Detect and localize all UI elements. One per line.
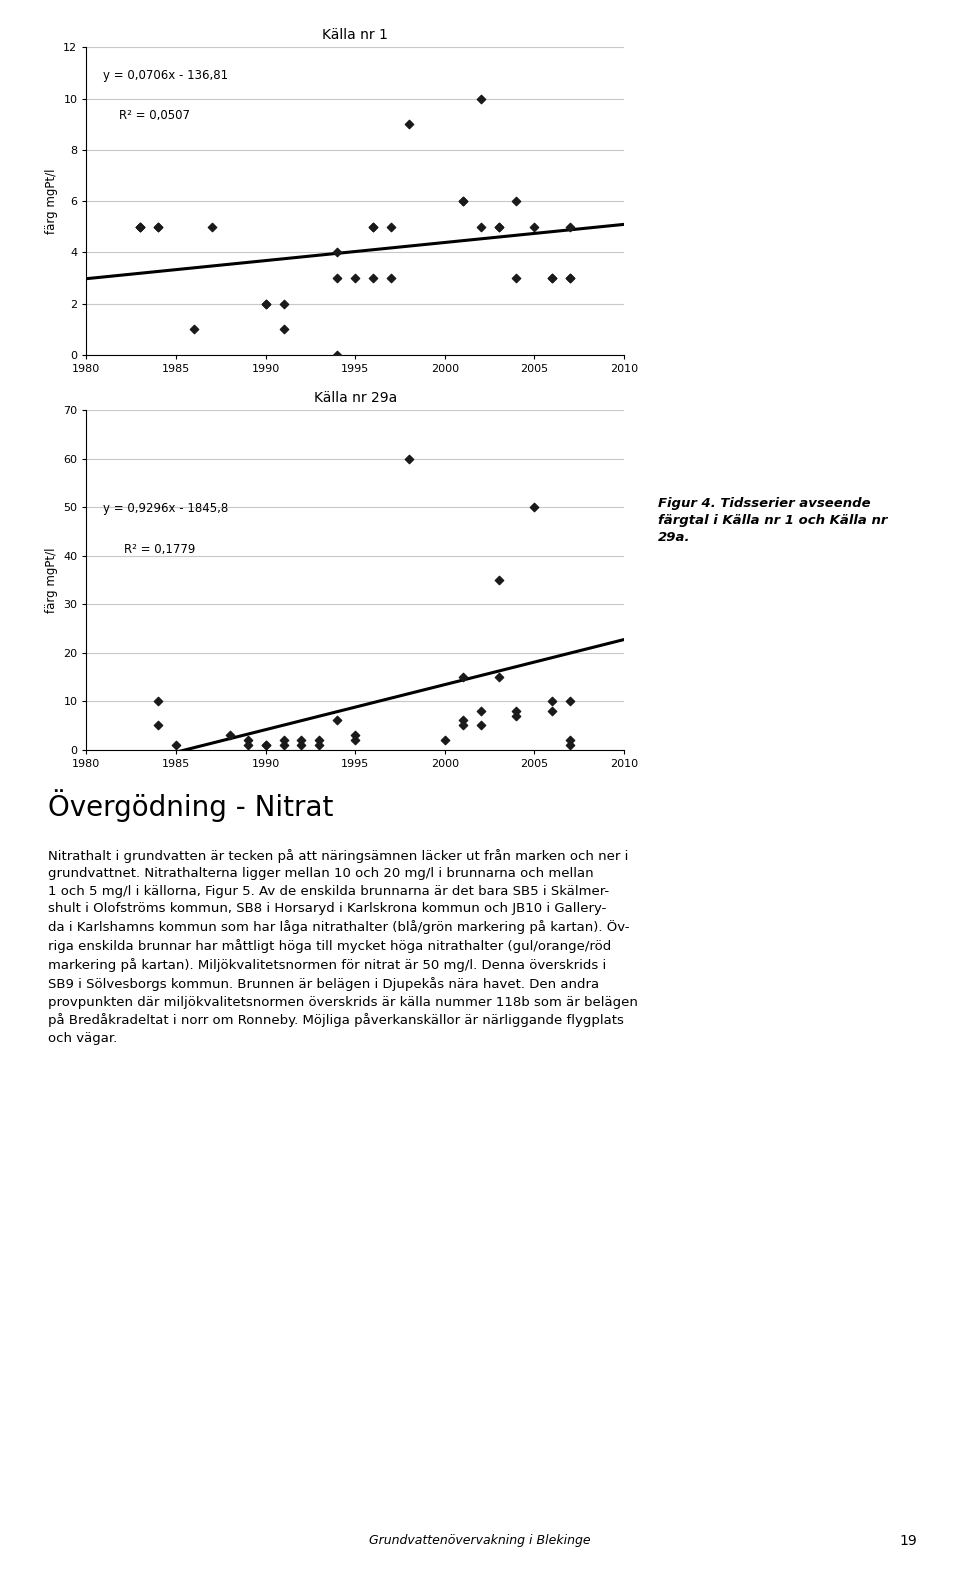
Point (151, 688, 166, 713)
Point (132, 215, 148, 240)
Point (132, 215, 148, 240)
Point (329, 265, 345, 290)
Point (151, 713, 166, 739)
Text: y = 0,0706x - 136,81: y = 0,0706x - 136,81 (103, 69, 228, 82)
Point (455, 713, 470, 739)
Text: 19: 19 (900, 1534, 917, 1548)
Point (527, 494, 542, 519)
Point (312, 727, 327, 753)
Text: Grundvattenövervakning i Blekinge: Grundvattenövervakning i Blekinge (370, 1534, 590, 1546)
Point (544, 265, 560, 290)
Text: Nitrathalt i grundvatten är tecken på att näringsämnen läcker ut från marken och: Nitrathalt i grundvatten är tecken på at… (48, 849, 637, 1045)
Point (401, 112, 417, 137)
Point (383, 265, 398, 290)
Point (437, 727, 452, 753)
Point (383, 215, 398, 240)
Point (509, 697, 524, 723)
Y-axis label: färg mgPt/l: färg mgPt/l (45, 169, 58, 234)
Point (544, 688, 560, 713)
Point (348, 727, 363, 753)
Text: Övergödning - Nitrat: Övergödning - Nitrat (48, 789, 333, 822)
Point (276, 732, 291, 757)
Point (204, 215, 220, 240)
Point (186, 317, 202, 342)
Point (258, 290, 274, 316)
Point (294, 732, 309, 757)
Point (473, 713, 489, 739)
Point (258, 732, 274, 757)
Text: R² = 0,1779: R² = 0,1779 (124, 543, 196, 555)
Point (473, 697, 489, 723)
Title: Källa nr 1: Källa nr 1 (323, 28, 388, 43)
Point (455, 709, 470, 734)
Point (491, 215, 506, 240)
Point (563, 265, 578, 290)
Point (240, 727, 255, 753)
Point (473, 215, 489, 240)
Text: Figur 4. Tidsserier avseende
färgtal i Källa nr 1 och Källa nr
29a.: Figur 4. Tidsserier avseende färgtal i K… (658, 497, 887, 544)
Point (366, 215, 381, 240)
Text: y = 0,9296x - 1845,8: y = 0,9296x - 1845,8 (103, 502, 228, 514)
Point (455, 189, 470, 215)
Point (527, 215, 542, 240)
Point (276, 290, 291, 316)
Point (544, 265, 560, 290)
Point (276, 727, 291, 753)
Point (132, 215, 148, 240)
Point (544, 697, 560, 723)
Point (401, 447, 417, 472)
Point (329, 342, 345, 368)
Point (491, 664, 506, 690)
Point (455, 664, 470, 690)
Text: R² = 0,0507: R² = 0,0507 (119, 109, 190, 122)
Point (294, 727, 309, 753)
Point (222, 723, 237, 748)
Point (509, 265, 524, 290)
Point (276, 317, 291, 342)
Point (366, 265, 381, 290)
Point (168, 732, 183, 757)
Point (563, 727, 578, 753)
Point (563, 265, 578, 290)
Title: Källa nr 29a: Källa nr 29a (314, 391, 396, 406)
Point (509, 704, 524, 729)
Point (348, 265, 363, 290)
Point (258, 290, 274, 316)
Point (329, 709, 345, 734)
Point (258, 732, 274, 757)
Point (473, 87, 489, 112)
Point (312, 732, 327, 757)
Point (329, 240, 345, 265)
Point (491, 215, 506, 240)
Point (348, 723, 363, 748)
Point (491, 568, 506, 593)
Point (151, 215, 166, 240)
Point (563, 215, 578, 240)
Point (240, 732, 255, 757)
Point (455, 189, 470, 215)
Point (509, 189, 524, 215)
Point (563, 688, 578, 713)
Point (563, 732, 578, 757)
Y-axis label: färg mgPt/l: färg mgPt/l (45, 548, 58, 612)
Point (151, 215, 166, 240)
Point (366, 215, 381, 240)
